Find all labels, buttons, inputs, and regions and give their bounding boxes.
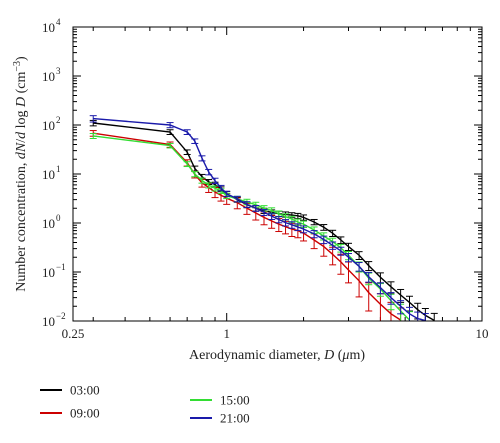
error-bar [300, 214, 308, 221]
error-bar [300, 225, 308, 234]
y-tick-label: 10 −2 [42, 311, 66, 329]
plot-frame [72, 26, 483, 322]
error-bar [205, 182, 213, 189]
x-tick-label: 0.25 [62, 326, 85, 341]
series-2100 [89, 115, 429, 321]
y-tick-label: 10 4 [42, 17, 61, 35]
error-bar [191, 171, 199, 178]
error-bar [223, 190, 231, 198]
error-bar [183, 149, 191, 156]
legend-label: 09:00 [70, 406, 100, 421]
y-tick-label: 10 0 [42, 213, 61, 231]
error-bar [166, 142, 174, 149]
error-bar [430, 312, 438, 321]
error-bar [376, 282, 384, 295]
legend: 03:00 09:00 15:00 21:00 [40, 383, 250, 426]
y-tick-exponent: −2 [56, 311, 66, 321]
error-bar [89, 133, 97, 140]
y-tick-exponent: 2 [56, 115, 61, 125]
y-tick-exponent: 4 [56, 17, 61, 27]
major-ticks [72, 26, 483, 322]
x-tick-label: 10 [476, 326, 489, 341]
y-tick-label: 10 −1 [42, 262, 66, 280]
x-tick-label: 1 [223, 326, 230, 341]
legend-item-0300: 03:00 [40, 383, 100, 398]
error-bar [387, 281, 395, 294]
y-tick-base: 10 [42, 216, 55, 231]
error-bar [337, 236, 345, 245]
legend-label: 15:00 [220, 393, 250, 408]
error-bar [166, 122, 174, 129]
error-bar [365, 271, 373, 283]
series-lines [89, 115, 438, 321]
y-tick-base: 10 [42, 167, 55, 182]
error-bar [329, 229, 337, 238]
error-bar [282, 219, 290, 227]
y-tick-exponent: −1 [56, 262, 66, 272]
y-tick-label: 10 2 [42, 115, 61, 133]
error-bar [89, 115, 97, 123]
error-bar [252, 205, 260, 212]
error-bar [294, 223, 302, 232]
error-bar [183, 161, 191, 168]
y-tick-exponent: 3 [56, 66, 61, 76]
legend-label: 03:00 [70, 383, 100, 398]
error-bar [345, 242, 353, 251]
y-tick-base: 10 [42, 20, 55, 35]
error-bar [166, 129, 174, 135]
error-bar [288, 221, 296, 229]
error-bar [211, 177, 219, 184]
error-bar [243, 201, 251, 208]
y-tick-base: 10 [42, 69, 55, 84]
error-bar [345, 253, 353, 263]
error-bar [198, 155, 206, 162]
error-bar [310, 218, 318, 226]
legend-item-0900: 09:00 [40, 406, 100, 421]
error-bar [294, 212, 302, 220]
error-bar [268, 212, 276, 220]
error-bar [260, 209, 268, 217]
y-tick-base: 10 [42, 118, 55, 133]
y-tick-base: 10 [42, 314, 55, 329]
error-bar [365, 261, 373, 272]
error-bar [414, 311, 422, 321]
series-1500 [89, 133, 413, 321]
series-line [93, 132, 401, 321]
error-bar [387, 292, 395, 305]
error-bar [365, 282, 373, 312]
error-bar [183, 129, 191, 135]
error-bar [198, 177, 206, 184]
error-bar [329, 241, 337, 250]
x-axis-label: Aerodynamic diameter, D (μm) [189, 348, 365, 363]
legend-item-1500: 15:00 [190, 393, 250, 408]
y-tick-label: 10 1 [42, 164, 61, 182]
error-bar [320, 235, 328, 245]
series-0300 [89, 119, 438, 321]
series-line [93, 135, 410, 321]
y-tick-label: 10 3 [42, 66, 61, 84]
error-bar [337, 246, 345, 256]
error-bar [310, 230, 318, 239]
minor-ticks [73, 27, 482, 321]
error-bar [355, 251, 363, 260]
y-tick-exponent: 0 [56, 213, 61, 223]
error-bar [275, 216, 283, 224]
error-bar [205, 168, 213, 176]
error-bar [211, 185, 219, 192]
series-0900 [89, 130, 405, 321]
series-line [93, 117, 426, 321]
legend-item-2100: 21:00 [190, 411, 250, 426]
error-bar [320, 224, 328, 231]
legend-label: 21:00 [220, 411, 250, 426]
error-bar [233, 195, 241, 203]
error-bar [397, 300, 405, 315]
error-bar [421, 313, 429, 321]
error-bar [191, 138, 199, 144]
y-tick-base: 10 [42, 265, 55, 280]
y-axis-label: Number concentration, dN/d log D (cm−3) [12, 56, 29, 292]
y-tick-exponent: 1 [56, 164, 61, 174]
error-bar [355, 262, 363, 272]
